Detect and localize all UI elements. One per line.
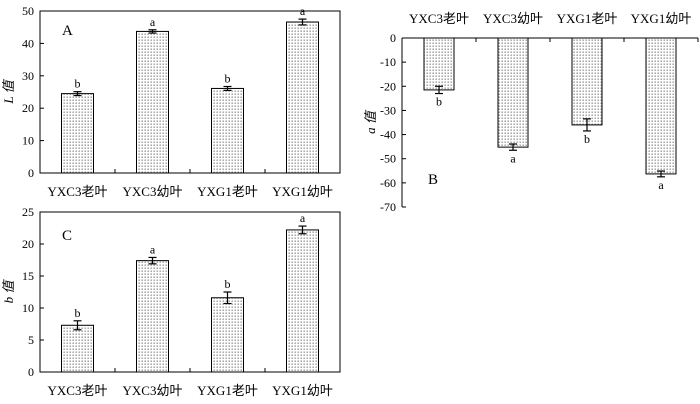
panel-c-significance-letter: b [225, 277, 231, 291]
panel-a-significance-letter: a [300, 4, 306, 18]
panel-a-letter: A [62, 23, 73, 39]
panel-b-letter: B [428, 172, 438, 188]
panel-a-category-label: YXG1幼叶 [272, 184, 333, 199]
panel-c-bar [286, 229, 319, 373]
panel-b-significance-letter: a [510, 151, 516, 165]
panel-a-y-axis-label: L 值 [1, 78, 16, 104]
panel-a-significance-letter: b [225, 71, 231, 85]
panel-b-category-label: YXG1幼叶 [631, 11, 692, 26]
panel-a-y-tick-label: 0 [28, 166, 34, 180]
panel-b-bar [423, 37, 455, 91]
panel-b-bar [497, 37, 529, 148]
panel-c-y-tick-label: 5 [28, 333, 34, 347]
panel-a-y-tick-label: 40 [22, 36, 34, 50]
panel-c-category-label: YXC3老叶 [48, 383, 108, 398]
panel-c-letter: C [62, 228, 72, 244]
panel-b-y-tick-label: -10 [380, 55, 396, 69]
panel-a-y-tick-label: 50 [22, 4, 34, 18]
panel-b: 0 -10 -20 -30 -40 -50 -60 -70 a 值 Bb YXC3老叶 a YXC3幼叶… [363, 11, 699, 214]
panel-c-bar [136, 260, 169, 373]
panel-c-y-tick-label: 0 [28, 365, 34, 379]
panel-b-y-tick-label: -60 [380, 176, 396, 190]
panel-c-category-label: YXG1老叶 [197, 383, 258, 398]
panel-a-y-tick-label: 30 [22, 69, 34, 83]
panel-a-y-tick-label: 20 [22, 101, 34, 115]
panel-b-significance-letter: a [658, 178, 664, 192]
panel-b-y-tick-label: -30 [380, 103, 396, 117]
panel-c-y-tick-label: 20 [22, 237, 34, 251]
panel-b-significance-letter: b [436, 95, 442, 109]
panel-b-y-tick-label: -40 [380, 128, 396, 142]
panel-a-significance-letter: b [75, 77, 81, 91]
panel-c: 0 5 10 15 20 25 b 值 Cb YXC3老叶 a YXC3幼叶 b YXG1老叶 a YXG1… [1, 205, 341, 398]
panel-b-bar [571, 37, 603, 126]
panel-c-category-label: YXC3幼叶 [123, 383, 183, 398]
panel-b-y-axis-label: a 值 [363, 109, 378, 134]
panel-a-bar [136, 30, 169, 174]
panel-a-y-tick-label: 10 [22, 134, 34, 148]
panel-c-category-label: YXG1幼叶 [272, 383, 333, 398]
panel-c-y-tick-label: 25 [22, 205, 34, 219]
panel-c-bar [61, 324, 94, 373]
panel-a-category-label: YXG1老叶 [197, 184, 258, 199]
panel-a-bar [286, 21, 319, 174]
panel-a-significance-letter: a [150, 15, 156, 29]
panel-b-category-label: YXC3幼叶 [483, 11, 543, 26]
panel-a-bar [61, 93, 94, 174]
panel-b-bar [645, 37, 677, 175]
panel-b-y-tick-label: -70 [380, 200, 396, 214]
panel-b-y-tick-label: 0 [390, 31, 396, 45]
panel-b-y-tick-label: -20 [380, 79, 396, 93]
panel-c-bar [211, 297, 244, 373]
panel-c-significance-letter: a [150, 242, 156, 256]
panel-c-significance-letter: a [300, 211, 306, 225]
panel-c-significance-letter: b [75, 306, 81, 320]
panel-c-y-tick-label: 10 [22, 301, 34, 315]
panel-b-category-label: YXG1老叶 [557, 11, 618, 26]
panel-a-bar [211, 87, 244, 174]
panel-c-y-tick-label: 15 [22, 269, 34, 283]
panel-b-category-label: YXC3老叶 [409, 11, 469, 26]
panel-b-significance-letter: b [584, 132, 590, 146]
panel-a-category-label: YXC3老叶 [48, 184, 108, 199]
panel-a-category-label: YXC3幼叶 [123, 184, 183, 199]
panel-b-y-tick-label: -50 [380, 152, 396, 166]
panel-c-y-axis-label: b 值 [1, 279, 16, 304]
panel-a: 0 10 20 30 40 50 L 值 Ab YXC3老叶 a YXC3幼叶 b YXG1老叶 a YXG… [1, 4, 341, 199]
